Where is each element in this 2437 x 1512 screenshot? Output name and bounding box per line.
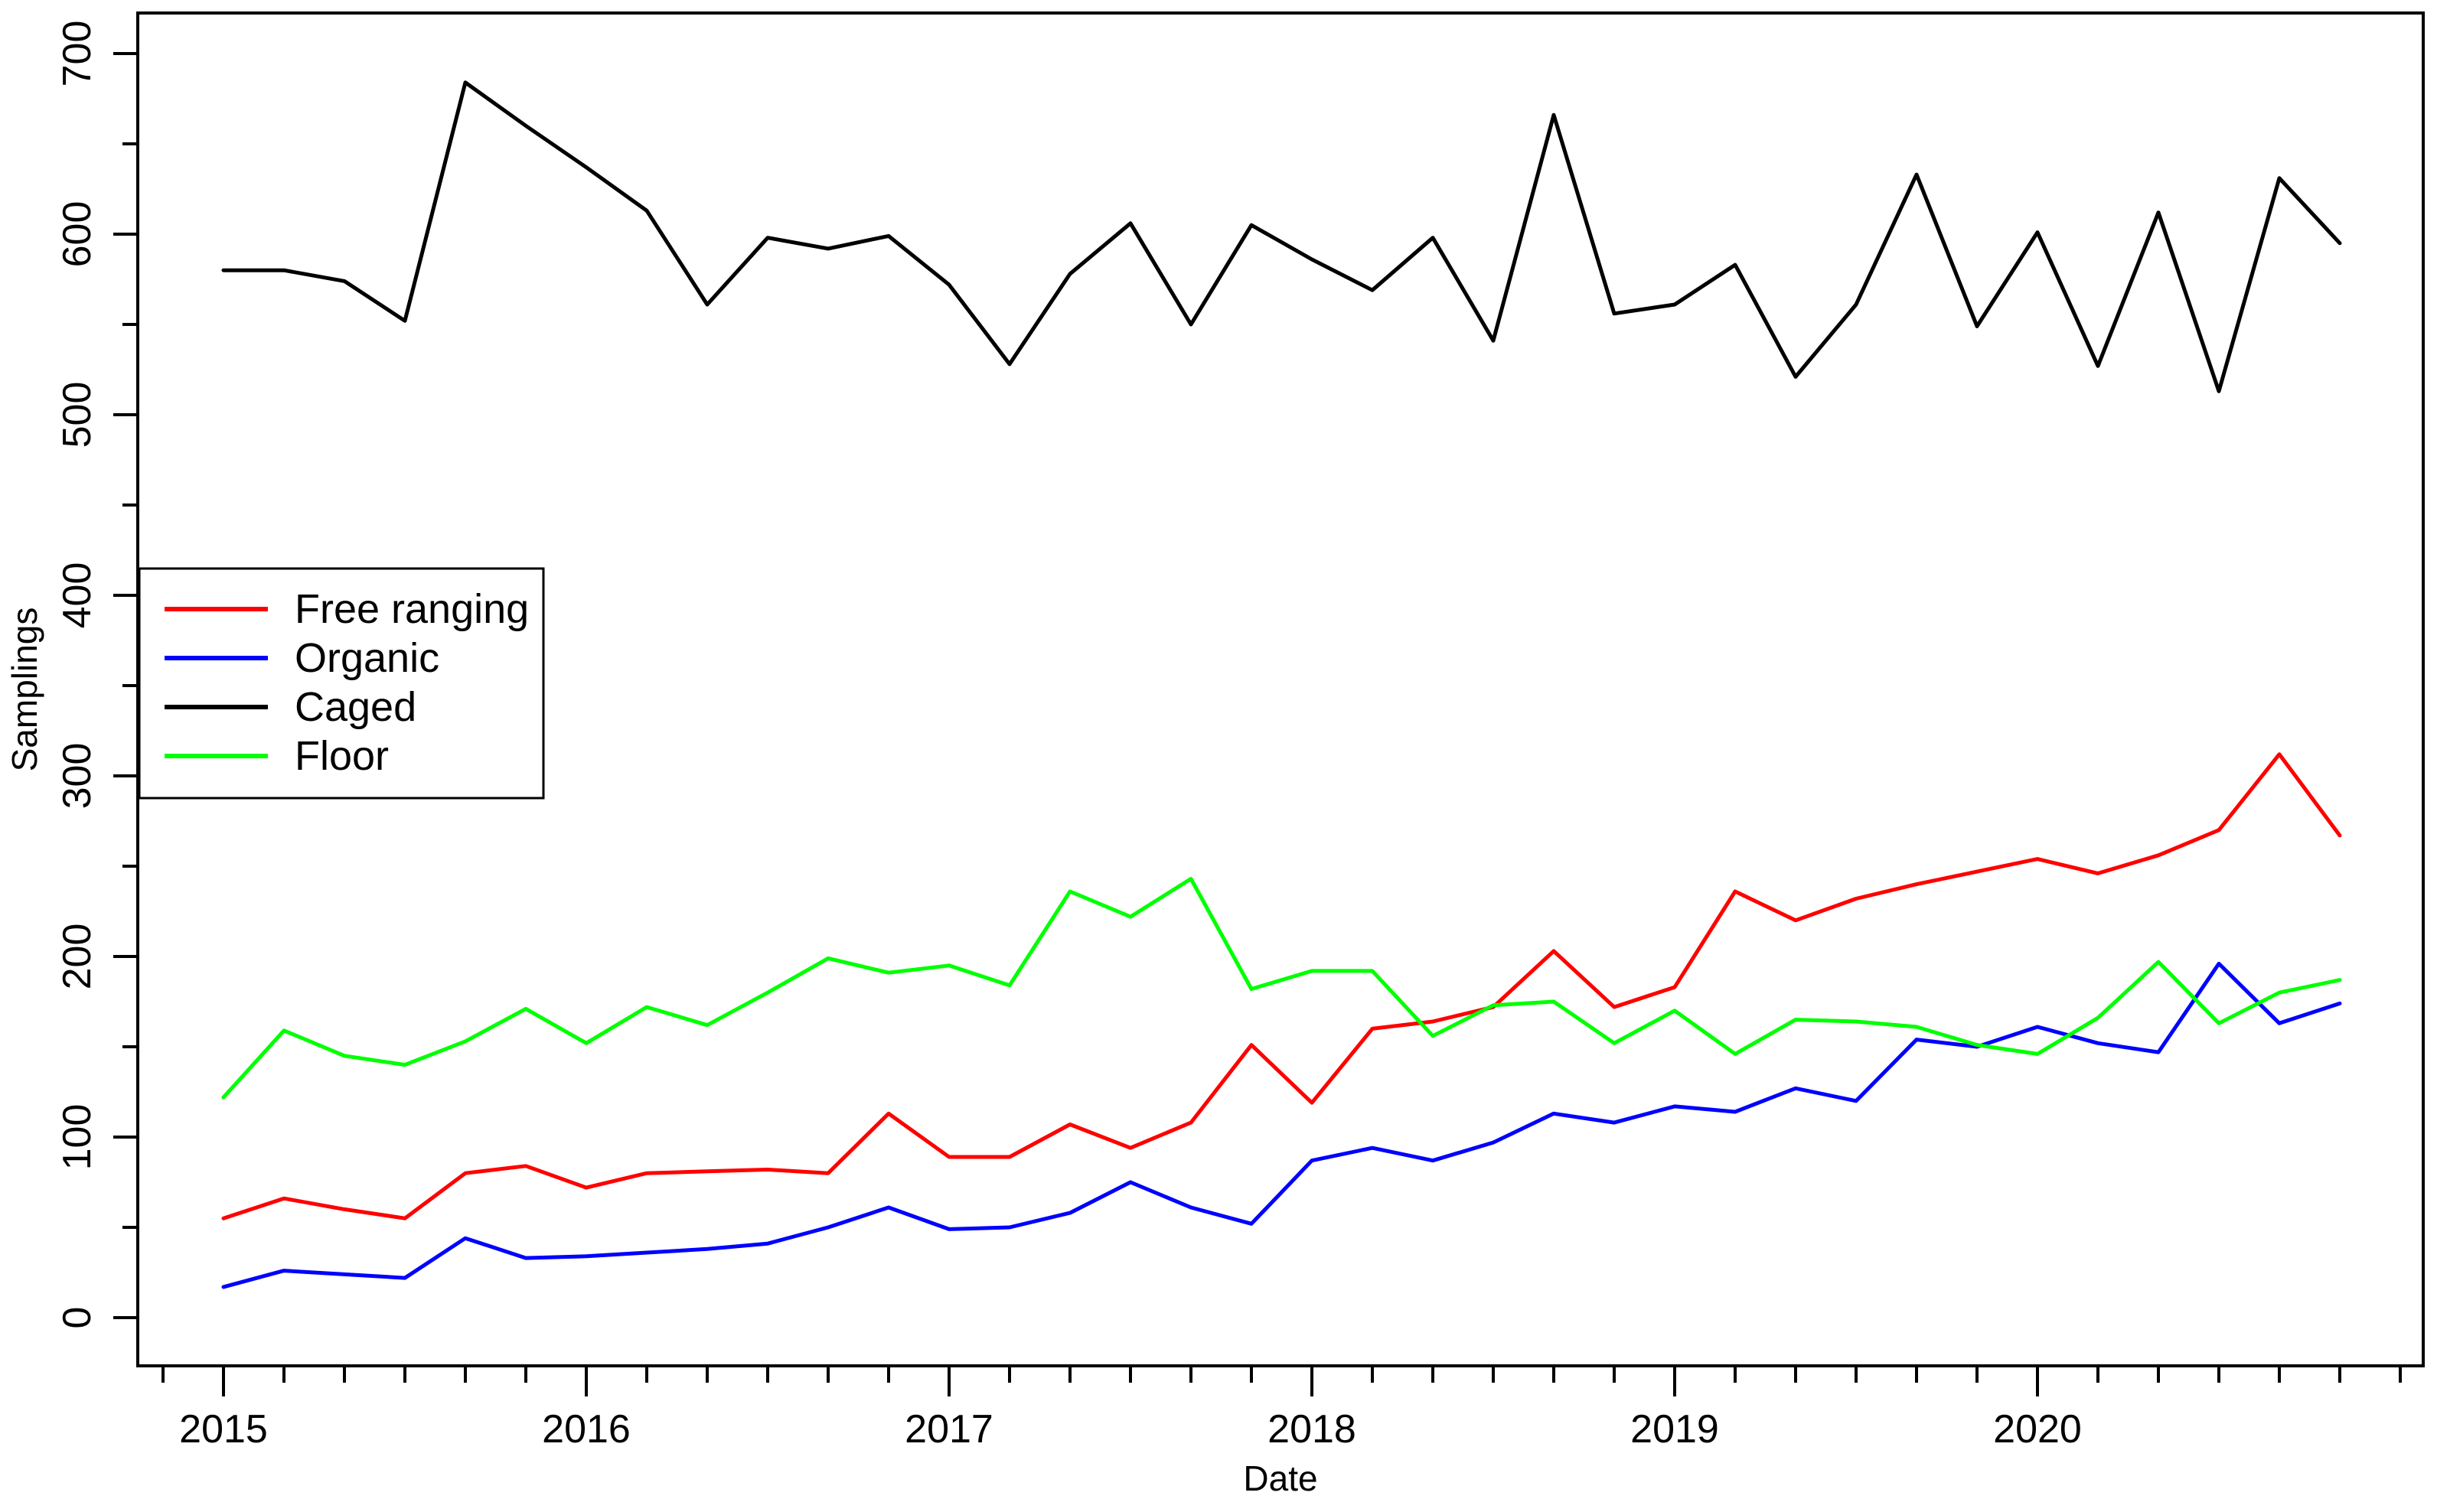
series-caged [221,80,2342,393]
y-tick-label: 0 [55,1307,100,1329]
y-tick-label: 400 [55,562,100,629]
y-tick-label: 700 [55,21,100,87]
y-tick-label: 100 [55,1104,100,1171]
x-axis-ticks: 2015 2016 2017 2018 2019 2020 [161,1366,2402,1452]
legend-label: Floor [295,733,389,779]
series-organic [221,961,2342,1289]
y-tick-label: 300 [55,743,100,810]
y-tick-label: 500 [55,382,100,448]
x-tick-label: 2020 [1993,1407,2082,1452]
series-floor [221,877,2342,1100]
series-free-ranging [221,752,2342,1220]
legend-label: Free ranging [295,586,529,632]
data-series [221,80,2342,1289]
x-tick-label: 2015 [179,1407,268,1452]
y-tick-label: 200 [55,924,100,990]
y-tick-label: 600 [55,201,100,268]
y-axis-title: Samplings [5,608,44,772]
y-axis-ticks: 0 100 200 300 400 500 600 700 [55,21,138,1329]
x-tick-label: 2018 [1267,1407,1356,1452]
x-tick-label: 2019 [1630,1407,1719,1452]
x-tick-label: 2017 [905,1407,993,1452]
x-tick-label: 2016 [542,1407,631,1452]
legend-label: Caged [295,684,416,730]
plot-border [136,11,2425,1367]
x-axis-title: Date [1243,1458,1317,1498]
legend-label: Organic [295,635,439,681]
